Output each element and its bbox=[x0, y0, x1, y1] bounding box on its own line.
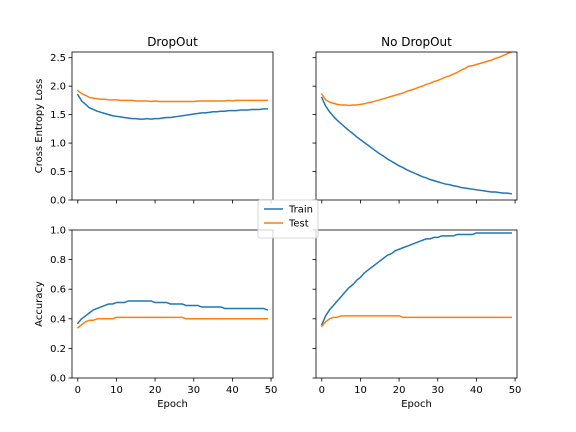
subplot-4: 0 10 20 30 40 50 Epoch bbox=[312, 229, 522, 410]
x-tick-label: 50 bbox=[509, 385, 522, 396]
panel-title: No DropOut bbox=[381, 35, 452, 49]
series-group bbox=[320, 52, 513, 195]
legend: Train Test bbox=[257, 199, 319, 239]
x-tick-label: 30 bbox=[431, 385, 444, 396]
series-line-train bbox=[320, 232, 512, 326]
x-tick-label: 0 bbox=[319, 385, 325, 396]
y-tick-label: 1.0 bbox=[50, 139, 66, 150]
y-axis-label: Accuracy bbox=[34, 281, 45, 327]
series-group bbox=[320, 232, 512, 328]
y-tick-label: 1.5 bbox=[50, 110, 66, 121]
legend-label-test: Test bbox=[288, 219, 309, 230]
legend-label-train: Train bbox=[288, 205, 313, 216]
panel-title: DropOut bbox=[147, 35, 198, 49]
series-line-train bbox=[320, 96, 513, 195]
series-line-train bbox=[76, 300, 269, 325]
series-line-test bbox=[76, 316, 268, 329]
y-tick-label: 1.0 bbox=[50, 226, 66, 237]
y-tick-label: 0.0 bbox=[50, 196, 66, 207]
x-tick-label: 10 bbox=[110, 385, 123, 396]
x-tick-label: 0 bbox=[75, 385, 81, 396]
y-tick-label: 0.8 bbox=[50, 255, 66, 266]
series-group bbox=[76, 89, 268, 120]
y-tick-label: 0.5 bbox=[50, 167, 66, 178]
x-tick-label: 20 bbox=[149, 385, 162, 396]
x-tick-label: 40 bbox=[226, 385, 239, 396]
y-tick-label: 0.6 bbox=[50, 285, 66, 296]
series-line-test bbox=[320, 52, 513, 107]
x-tick-label: 50 bbox=[265, 385, 278, 396]
y-tick-label: 0.2 bbox=[50, 344, 66, 355]
plot-frame bbox=[315, 51, 518, 201]
x-axis-label: Epoch bbox=[157, 399, 188, 410]
subplot-2: No DropOut bbox=[312, 35, 518, 204]
subplot-1: DropOut 0.0 0.5 1.0 1.5 2.0 2.5 Cross Entropy L… bbox=[34, 35, 274, 207]
x-tick-label: 30 bbox=[187, 385, 200, 396]
x-tick-label: 20 bbox=[393, 385, 406, 396]
series-group bbox=[76, 300, 269, 329]
y-tick-label: 0.4 bbox=[50, 314, 66, 325]
y-axis-label: Cross Entropy Loss bbox=[34, 79, 45, 174]
subplot-grid: DropOut 0.0 0.5 1.0 1.5 2.0 2.5 Cross Entropy L… bbox=[34, 35, 521, 410]
y-tick-label: 2.5 bbox=[50, 53, 66, 64]
x-axis-label: Epoch bbox=[401, 399, 432, 410]
plot-frame bbox=[315, 229, 518, 379]
x-tick-label: 40 bbox=[470, 385, 483, 396]
series-line-test bbox=[76, 89, 268, 103]
subplot-3: 0 10 20 30 40 50 0.0 0.2 0.4 0.6 0.8 1.0 Epoch Accura… bbox=[34, 226, 277, 411]
series-line-test bbox=[320, 315, 512, 328]
plot-frame bbox=[71, 229, 274, 379]
y-tick-label: 0.0 bbox=[50, 374, 66, 385]
plot-frame bbox=[71, 51, 274, 201]
y-tick-label: 2.0 bbox=[50, 82, 66, 93]
series-line-train bbox=[76, 93, 268, 120]
x-tick-label: 10 bbox=[354, 385, 367, 396]
